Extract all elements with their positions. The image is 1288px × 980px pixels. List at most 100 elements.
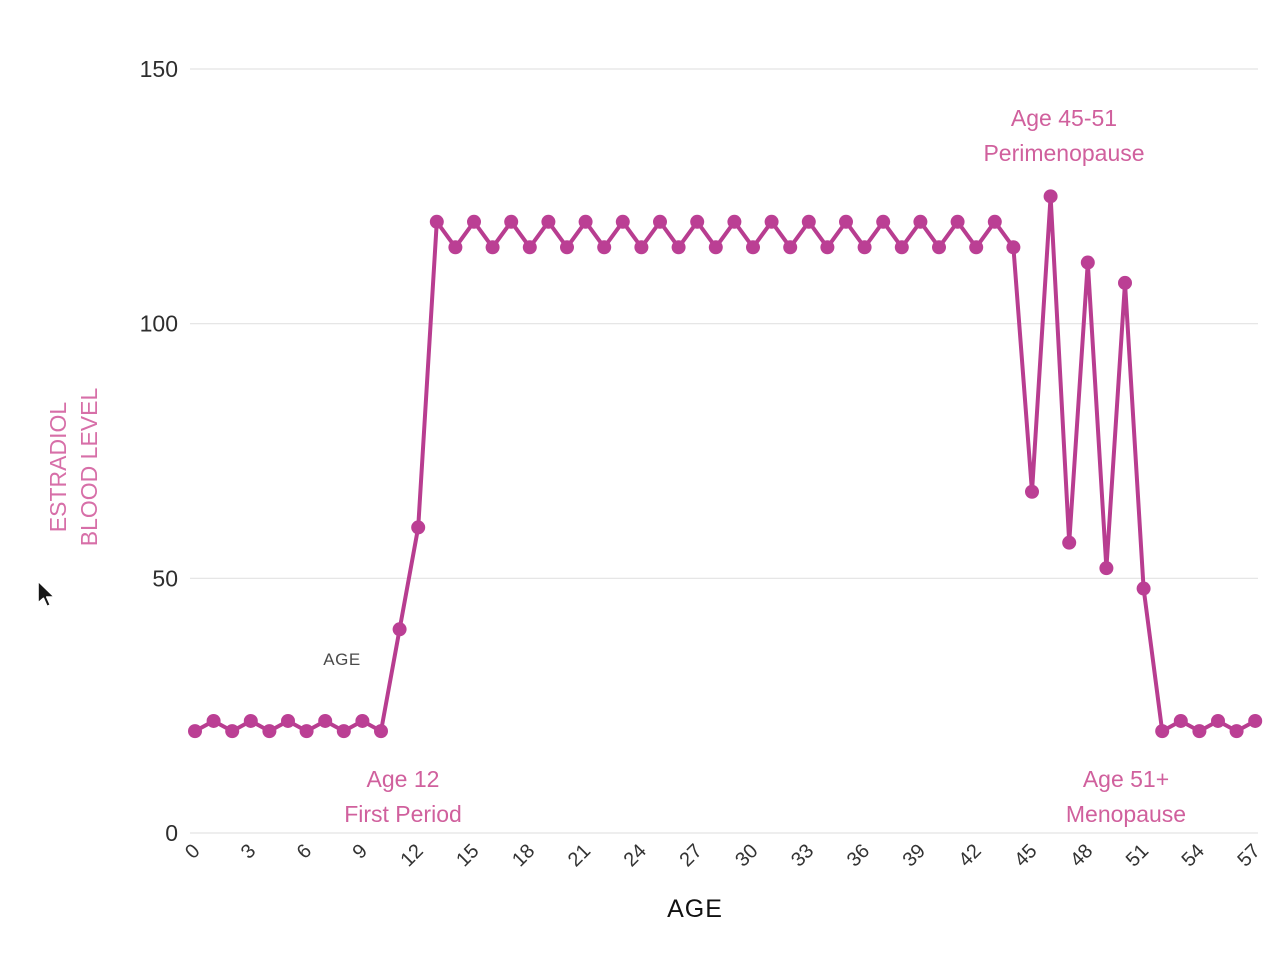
x-tick-label: 57	[1233, 840, 1264, 871]
data-point	[876, 214, 891, 229]
data-point	[801, 214, 816, 229]
mouse-cursor[interactable]	[36, 580, 62, 612]
data-point	[318, 713, 333, 728]
data-point	[411, 520, 426, 535]
stray-age-label: AGE	[323, 650, 361, 669]
data-point	[615, 214, 630, 229]
x-tick-label: 9	[349, 840, 372, 863]
y-tick-label: 100	[140, 311, 178, 337]
data-point	[188, 724, 202, 739]
data-point	[783, 240, 798, 255]
data-point	[262, 724, 277, 739]
annotation-perimenopause: Age 45-51 Perimenopause	[983, 101, 1144, 171]
x-tick-label: 51	[1122, 840, 1153, 871]
data-point	[727, 214, 742, 229]
y-tick-label: 0	[165, 820, 178, 846]
data-point	[1173, 713, 1188, 728]
data-point	[839, 214, 853, 229]
y-axis-title-line2: BLOOD LEVEL	[76, 387, 102, 547]
data-point	[504, 214, 519, 229]
annotation-perimenopause-line2: Perimenopause	[983, 140, 1145, 166]
data-point	[653, 214, 667, 229]
y-axis-title: ESTRADIOL BLOOD LEVEL	[43, 388, 105, 547]
annotation-menopause: Age 51+ Menopause	[1066, 762, 1186, 832]
x-tick-label: 3	[237, 840, 260, 863]
data-point	[746, 240, 760, 255]
data-point	[578, 214, 593, 229]
data-point	[1043, 189, 1058, 204]
x-tick-label: 21	[564, 840, 595, 871]
annotation-menopause-line1: Age 51+	[1082, 766, 1170, 792]
data-point	[690, 214, 705, 229]
data-point	[1192, 724, 1207, 739]
mouse-cursor-arrow-icon	[37, 580, 56, 608]
data-point	[467, 214, 481, 229]
data-point	[243, 713, 258, 728]
y-tick-label: 150	[140, 56, 178, 82]
y-axis-title-line1: ESTRADIOL	[45, 401, 71, 533]
data-point	[355, 713, 370, 728]
data-point	[485, 240, 500, 255]
x-tick-label: 27	[675, 840, 706, 871]
data-point	[1099, 561, 1114, 576]
x-tick-label: 45	[1010, 840, 1041, 871]
x-tick-label: 39	[899, 840, 930, 871]
x-tick-label: 0	[181, 840, 204, 863]
data-point	[634, 240, 649, 255]
x-tick-label: 42	[954, 840, 985, 871]
data-point	[1062, 535, 1077, 550]
x-tick-label: 30	[731, 840, 762, 871]
x-tick-label: 48	[1066, 840, 1097, 871]
data-point	[597, 240, 612, 255]
data-point	[448, 240, 463, 255]
x-tick-label: 24	[620, 840, 651, 871]
y-tick-label: 50	[152, 565, 178, 591]
x-tick-label: 54	[1178, 840, 1209, 871]
data-point	[857, 240, 872, 255]
data-point	[281, 713, 295, 728]
data-point	[374, 724, 388, 739]
data-point	[560, 240, 574, 255]
data-point	[894, 240, 909, 255]
data-point	[299, 724, 314, 739]
data-point	[1025, 484, 1039, 499]
data-point	[969, 240, 984, 255]
data-point	[1006, 240, 1021, 255]
data-point	[764, 214, 779, 229]
data-point	[392, 622, 407, 637]
data-point	[1248, 713, 1263, 728]
data-point	[541, 214, 556, 229]
data-point	[1211, 713, 1225, 728]
data-point	[932, 240, 946, 255]
data-point	[206, 713, 221, 728]
data-point	[429, 214, 444, 229]
data-point	[1155, 724, 1170, 739]
data-point	[708, 240, 723, 255]
x-tick-label: 6	[293, 840, 316, 863]
x-tick-label: 33	[787, 840, 818, 871]
estradiol-line	[193, 194, 1258, 734]
x-tick-label: 36	[843, 840, 874, 871]
data-point	[225, 724, 240, 739]
annotation-first-period-line2: First Period	[344, 801, 462, 827]
x-tick-label: 12	[396, 840, 427, 871]
x-tick-label: 18	[508, 840, 539, 871]
annotation-first-period-line1: Age 12	[366, 766, 440, 792]
data-point	[1080, 255, 1095, 270]
annotation-menopause-line2: Menopause	[1065, 801, 1187, 827]
data-point	[820, 240, 835, 255]
data-point	[987, 214, 1002, 229]
x-tick-label: 15	[452, 840, 483, 871]
data-point	[1229, 724, 1244, 739]
annotation-perimenopause-line1: Age 45-51	[1010, 105, 1118, 131]
data-point	[522, 240, 537, 255]
data-point	[1136, 581, 1151, 596]
data-point	[913, 214, 928, 229]
data-point	[671, 240, 686, 255]
data-point	[950, 214, 965, 229]
x-axis-title: AGE	[667, 895, 723, 923]
data-point	[1118, 275, 1132, 290]
annotation-first-period: Age 12 First Period	[344, 762, 462, 832]
